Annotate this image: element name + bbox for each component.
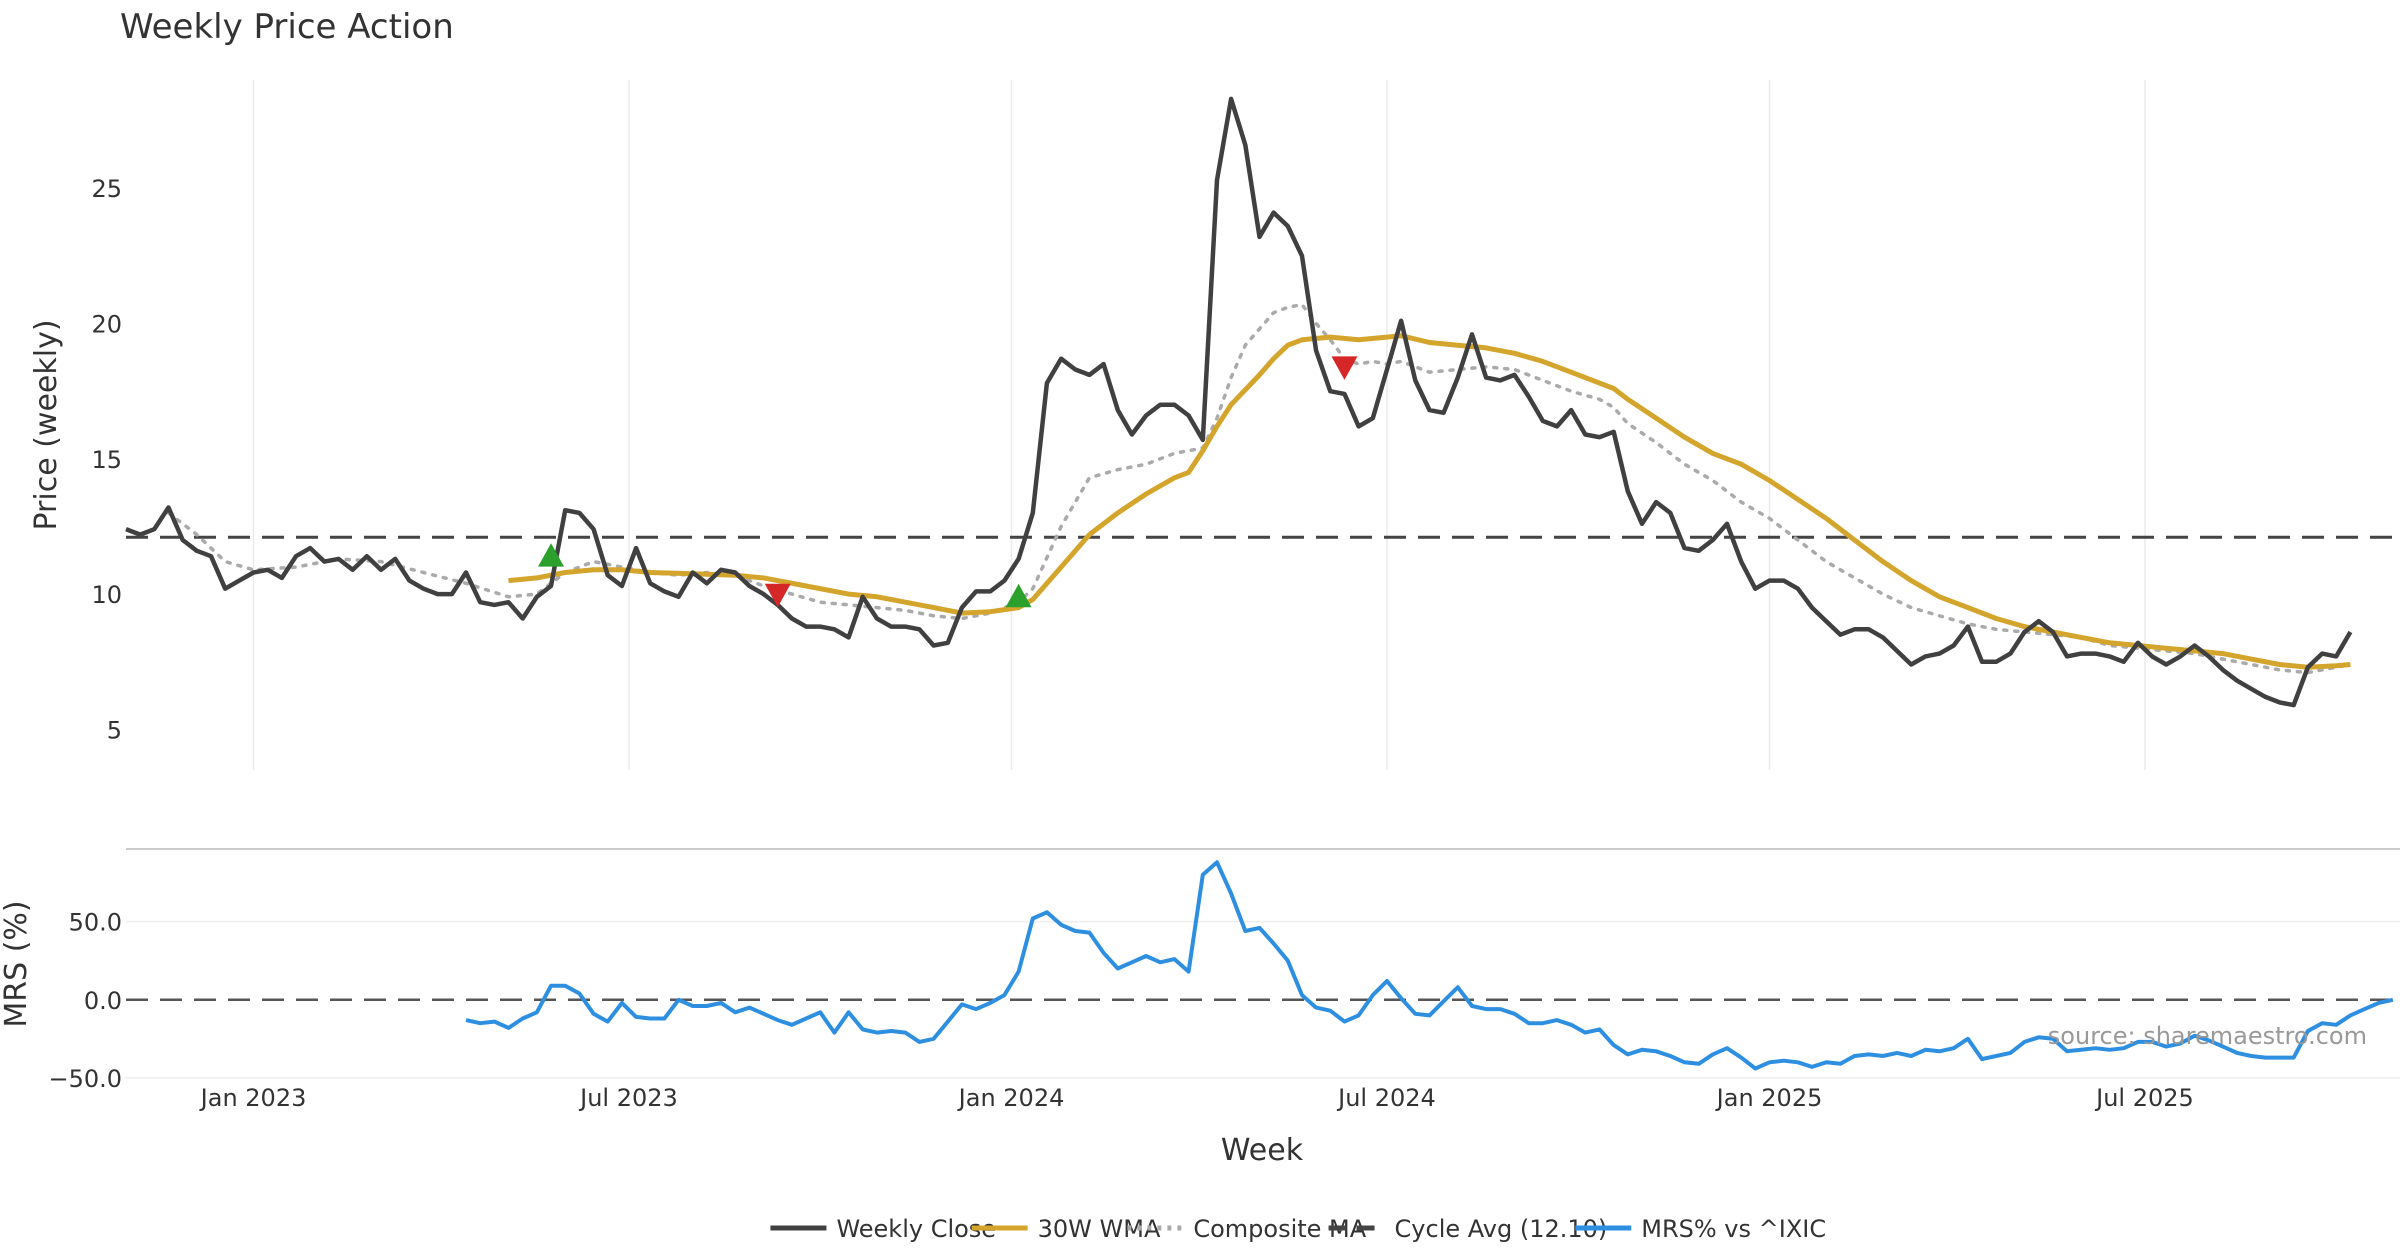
legend-label: MRS% vs ^IXIC [1641,1215,1826,1243]
price-series-group [125,96,2400,708]
sell-signal-marker [764,583,791,608]
source-note: source: sharemaestro.com [2048,1022,2367,1050]
mrs-series-group [465,860,2394,1071]
x-tick-label: Jul 2025 [2094,1084,2194,1112]
signal-markers [538,356,1358,608]
legend-item: Cycle Avg (12.10) [1328,1215,1608,1243]
x-axis-ticks: Jan 2023 Jul 2023 Jan 2024 Jul 2024 Jan 2025… [199,1084,2194,1112]
mrs-panel-grid [126,920,2400,1079]
price-y-tick-label: 5 [107,716,122,744]
legend-item: 30W WMA [971,1215,1161,1243]
price-y-tick-label: 10 [91,581,122,609]
series-weekly-close [125,96,2353,708]
series-30w-wma [508,333,2351,670]
mrs-y-axis-title: MRS (%) [0,900,34,1027]
series-composite-ma [166,302,2353,675]
buy-signal-marker [1005,583,1032,608]
price-y-ticks: 5 10 15 20 25 [91,175,122,744]
x-tick-label: Jul 2024 [1336,1084,1436,1112]
mrs-y-tick-label: 50.0 [69,909,122,937]
mrs-y-ticks: 50.0 0.0 −50.0 [48,909,122,1093]
price-y-tick-label: 25 [91,175,122,203]
legend-label: Weekly Close [836,1215,996,1243]
x-tick-label: Jan 2024 [957,1084,1065,1112]
legend-label: Cycle Avg (12.10) [1395,1215,1608,1243]
price-panel-grid [252,80,2146,770]
price-y-tick-label: 20 [91,311,122,339]
x-tick-label: Jan 2023 [199,1084,307,1112]
legend-item: Weekly Close [770,1215,996,1243]
legend-label: 30W WMA [1038,1215,1161,1243]
sell-signal-marker [1331,356,1358,380]
legend: Weekly Close 30W WMA Composite MA Cycle Avg… [770,1215,1826,1243]
buy-signal-marker [538,543,565,567]
chart-title: Weekly Price Action [120,7,454,47]
x-axis-title: Week [1221,1133,1304,1168]
mrs-y-tick-label: 0.0 [84,987,122,1015]
price-y-tick-label: 15 [91,446,122,474]
price-y-axis-title: Price (weekly) [29,319,64,530]
x-tick-label: Jul 2023 [578,1084,678,1112]
series-mrs-vs-ixic [465,860,2394,1071]
mrs-y-tick-label: −50.0 [48,1065,122,1093]
legend-item: MRS% vs ^IXIC [1575,1215,1826,1243]
x-tick-label: Jan 2025 [1715,1084,1823,1112]
